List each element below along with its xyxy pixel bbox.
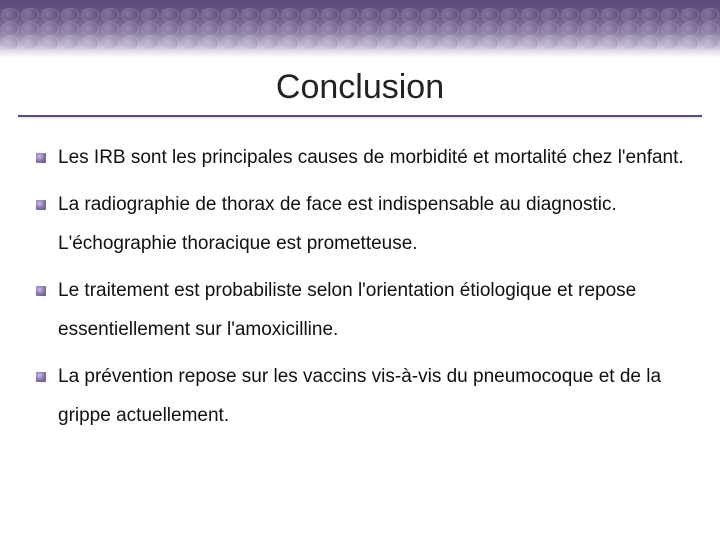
decorative-top-band: [0, 0, 720, 58]
bullet-list: Les IRB sont les principales causes de m…: [34, 139, 686, 436]
list-item: Les IRB sont les principales causes de m…: [34, 139, 686, 178]
slide-title: Conclusion: [276, 68, 444, 107]
list-item: La prévention repose sur les vaccins vis…: [34, 358, 686, 436]
slide-body: Les IRB sont les principales causes de m…: [0, 117, 720, 436]
list-item: Le traitement est probabiliste selon l'o…: [34, 272, 686, 350]
rope-row: [0, 22, 720, 36]
title-area: Conclusion: [0, 58, 720, 115]
list-item: La radiographie de thorax de face est in…: [34, 186, 686, 264]
rope-row: [0, 8, 720, 22]
rope-row: [0, 36, 720, 50]
